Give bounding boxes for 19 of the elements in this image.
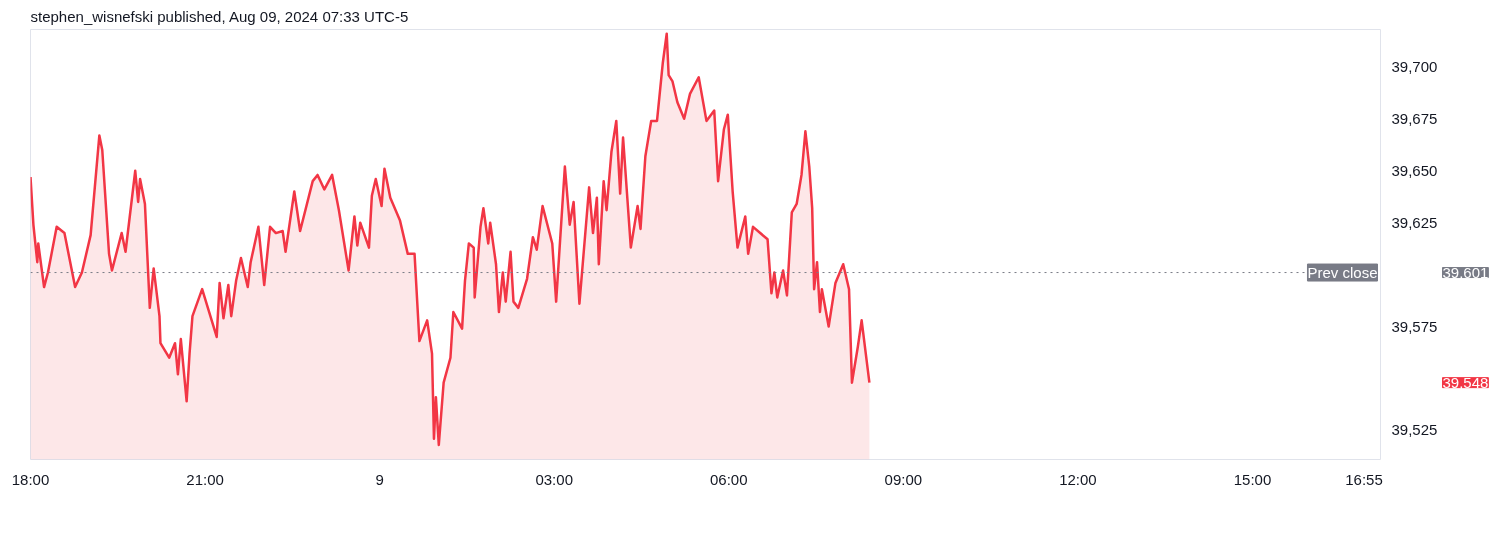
y-tick-label: 39,700 [1391,57,1438,75]
x-tick-label: 9 [375,470,384,488]
x-tick-label: 12:00 [1059,470,1097,488]
x-tick-label: 06:00 [710,470,748,488]
y-tick-label: 39,525 [1391,421,1438,439]
x-tick-label: 18:00 [11,470,50,488]
y-tick-label: 39,650 [1391,161,1438,179]
x-tick-label: 15:00 [1233,470,1272,488]
y-tick-label: 39,675 [1391,109,1438,127]
y-tick-label: 39,625 [1391,213,1438,231]
y-tick-label: 39,575 [1391,317,1438,335]
x-tick-label: 09:00 [884,470,923,488]
x-tick-label: 03:00 [535,470,573,488]
x-tick-label: 16:55 [1345,470,1383,488]
text: 39,548 [1442,373,1489,391]
x-tick-label: 21:00 [186,470,224,488]
chart-title: stephen_wisnefski published, Aug 09, 2024 07:33 UTC-5 [30,7,409,25]
text: 39,601 [1442,263,1489,281]
ref-line-label: Prev close [1307,264,1378,282]
